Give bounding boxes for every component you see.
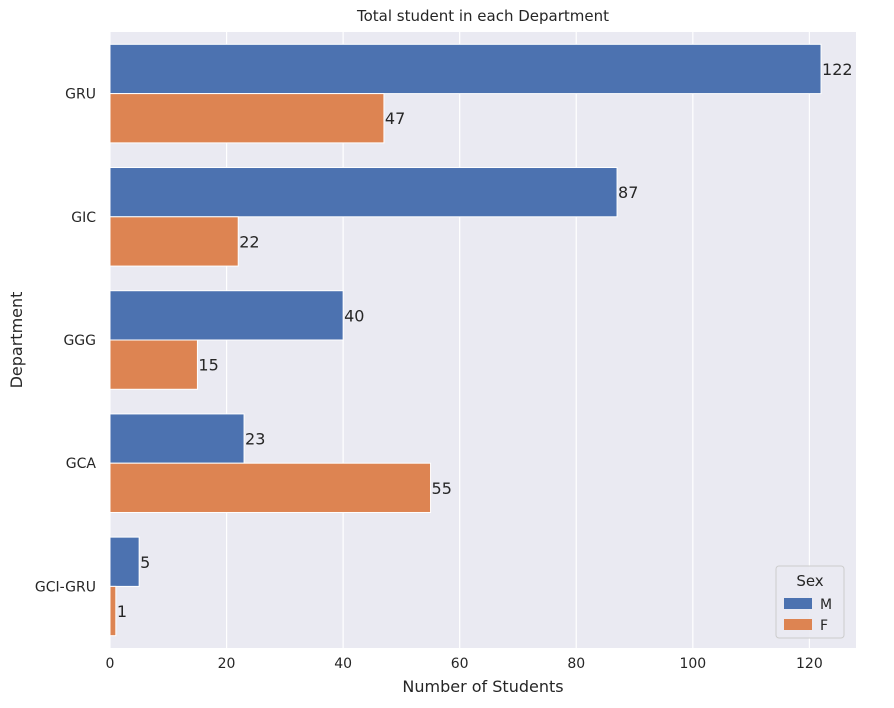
legend-swatch-m bbox=[784, 598, 812, 609]
y-tick-label: GRU bbox=[65, 87, 96, 103]
bar-f-gca bbox=[109, 462, 432, 513]
data-label: 87 bbox=[618, 183, 638, 202]
x-tick-label: 20 bbox=[218, 656, 236, 672]
y-tick-label: GIC bbox=[71, 210, 96, 226]
legend-swatch-f bbox=[784, 619, 812, 630]
bar-m-gru bbox=[109, 43, 822, 95]
data-label: 5 bbox=[140, 553, 150, 572]
bar-m-ggg bbox=[109, 290, 344, 341]
y-tick-label: GGG bbox=[63, 333, 96, 349]
data-label: 40 bbox=[344, 306, 364, 325]
chart-title: Total student in each Department bbox=[356, 7, 609, 25]
y-tick-label: GCI-GRU bbox=[35, 579, 96, 595]
bar-f-gru bbox=[109, 93, 385, 144]
data-label: 55 bbox=[432, 479, 452, 498]
y-tick-label: GCA bbox=[66, 456, 97, 472]
bar-m-gca bbox=[109, 413, 245, 464]
x-tick-label: 100 bbox=[679, 656, 706, 672]
legend-label-m: M bbox=[820, 597, 832, 613]
x-axis-label: Number of Students bbox=[402, 677, 563, 696]
legend: Sex MF bbox=[775, 565, 845, 639]
bar-m-gic bbox=[109, 167, 618, 218]
data-label: 122 bbox=[822, 60, 853, 79]
y-axis-label: Department bbox=[7, 292, 26, 389]
legend-label-f: F bbox=[820, 618, 828, 634]
x-tick-label: 40 bbox=[334, 656, 352, 672]
y-ticks-layer: GRU GIC GGG GCA GCI-GRU bbox=[35, 87, 97, 596]
data-label: 47 bbox=[385, 109, 405, 128]
bar-f-gic bbox=[109, 216, 239, 267]
bar-m-gci-gru bbox=[109, 536, 140, 587]
x-ticks-layer: 0 20 40 60 80 100 120 bbox=[106, 656, 823, 672]
data-label: 1 bbox=[117, 602, 127, 621]
legend-title: Sex bbox=[796, 572, 823, 590]
x-tick-label: 120 bbox=[796, 656, 823, 672]
x-tick-label: 60 bbox=[451, 656, 469, 672]
data-label: 15 bbox=[198, 356, 218, 375]
x-tick-label: 80 bbox=[567, 656, 585, 672]
bar-f-gci-gru bbox=[109, 585, 117, 637]
data-label: 23 bbox=[245, 430, 265, 449]
bars-layer bbox=[109, 43, 822, 637]
x-tick-label: 0 bbox=[106, 656, 115, 672]
legend-items: MF bbox=[784, 597, 832, 634]
data-label: 22 bbox=[239, 232, 259, 251]
bar-f-ggg bbox=[109, 339, 198, 390]
